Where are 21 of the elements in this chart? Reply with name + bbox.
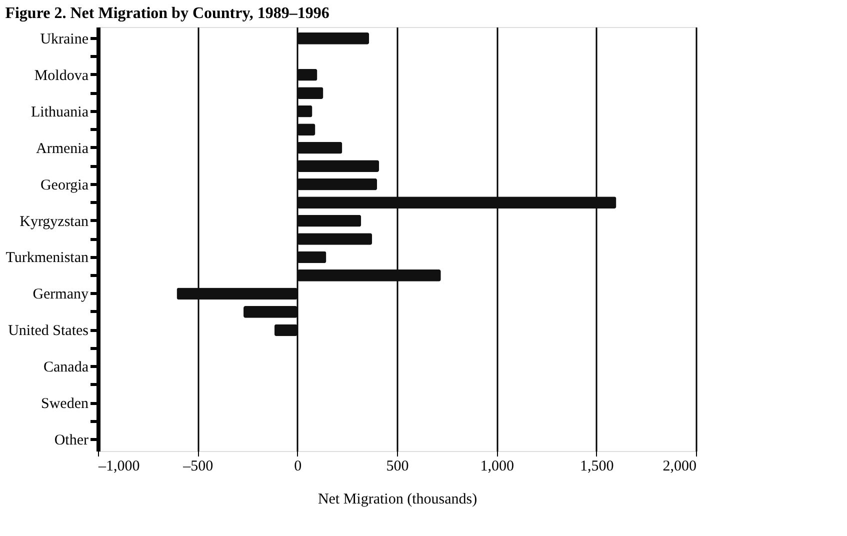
x-tick-label: –1,000	[98, 458, 140, 474]
y-tick-label: Ukraine	[40, 31, 89, 48]
y-tick-label: Moldova	[34, 68, 89, 84]
y-tick-label: Lithuania	[31, 104, 89, 120]
y-tick-label: Other	[54, 432, 88, 449]
y-tick-label: Sweden	[41, 396, 89, 412]
y-tick-label: Georgia	[40, 177, 89, 194]
x-tick-label: 0	[294, 458, 302, 474]
y-tick-label: Armenia	[36, 140, 89, 157]
y-tick-label: Turkmenistan	[6, 250, 89, 266]
y-tick-label: Canada	[44, 360, 89, 376]
x-axis-title: Net Migration (thousands)	[318, 492, 478, 508]
y-tick-label: Kyrgyzstan	[20, 214, 89, 230]
x-tick-label: 1,000	[480, 458, 514, 474]
y-tick-label: United States	[8, 323, 89, 340]
x-tick-label: 2,000	[662, 458, 696, 474]
chart-title: Figure 2. Net Migration by Country, 1989–1996	[5, 5, 330, 22]
y-tick-label: Germany	[32, 286, 89, 303]
x-tick-label: 500	[386, 458, 409, 474]
x-tick-label: 1,500	[580, 458, 614, 474]
x-tick-label: –500	[182, 458, 214, 474]
